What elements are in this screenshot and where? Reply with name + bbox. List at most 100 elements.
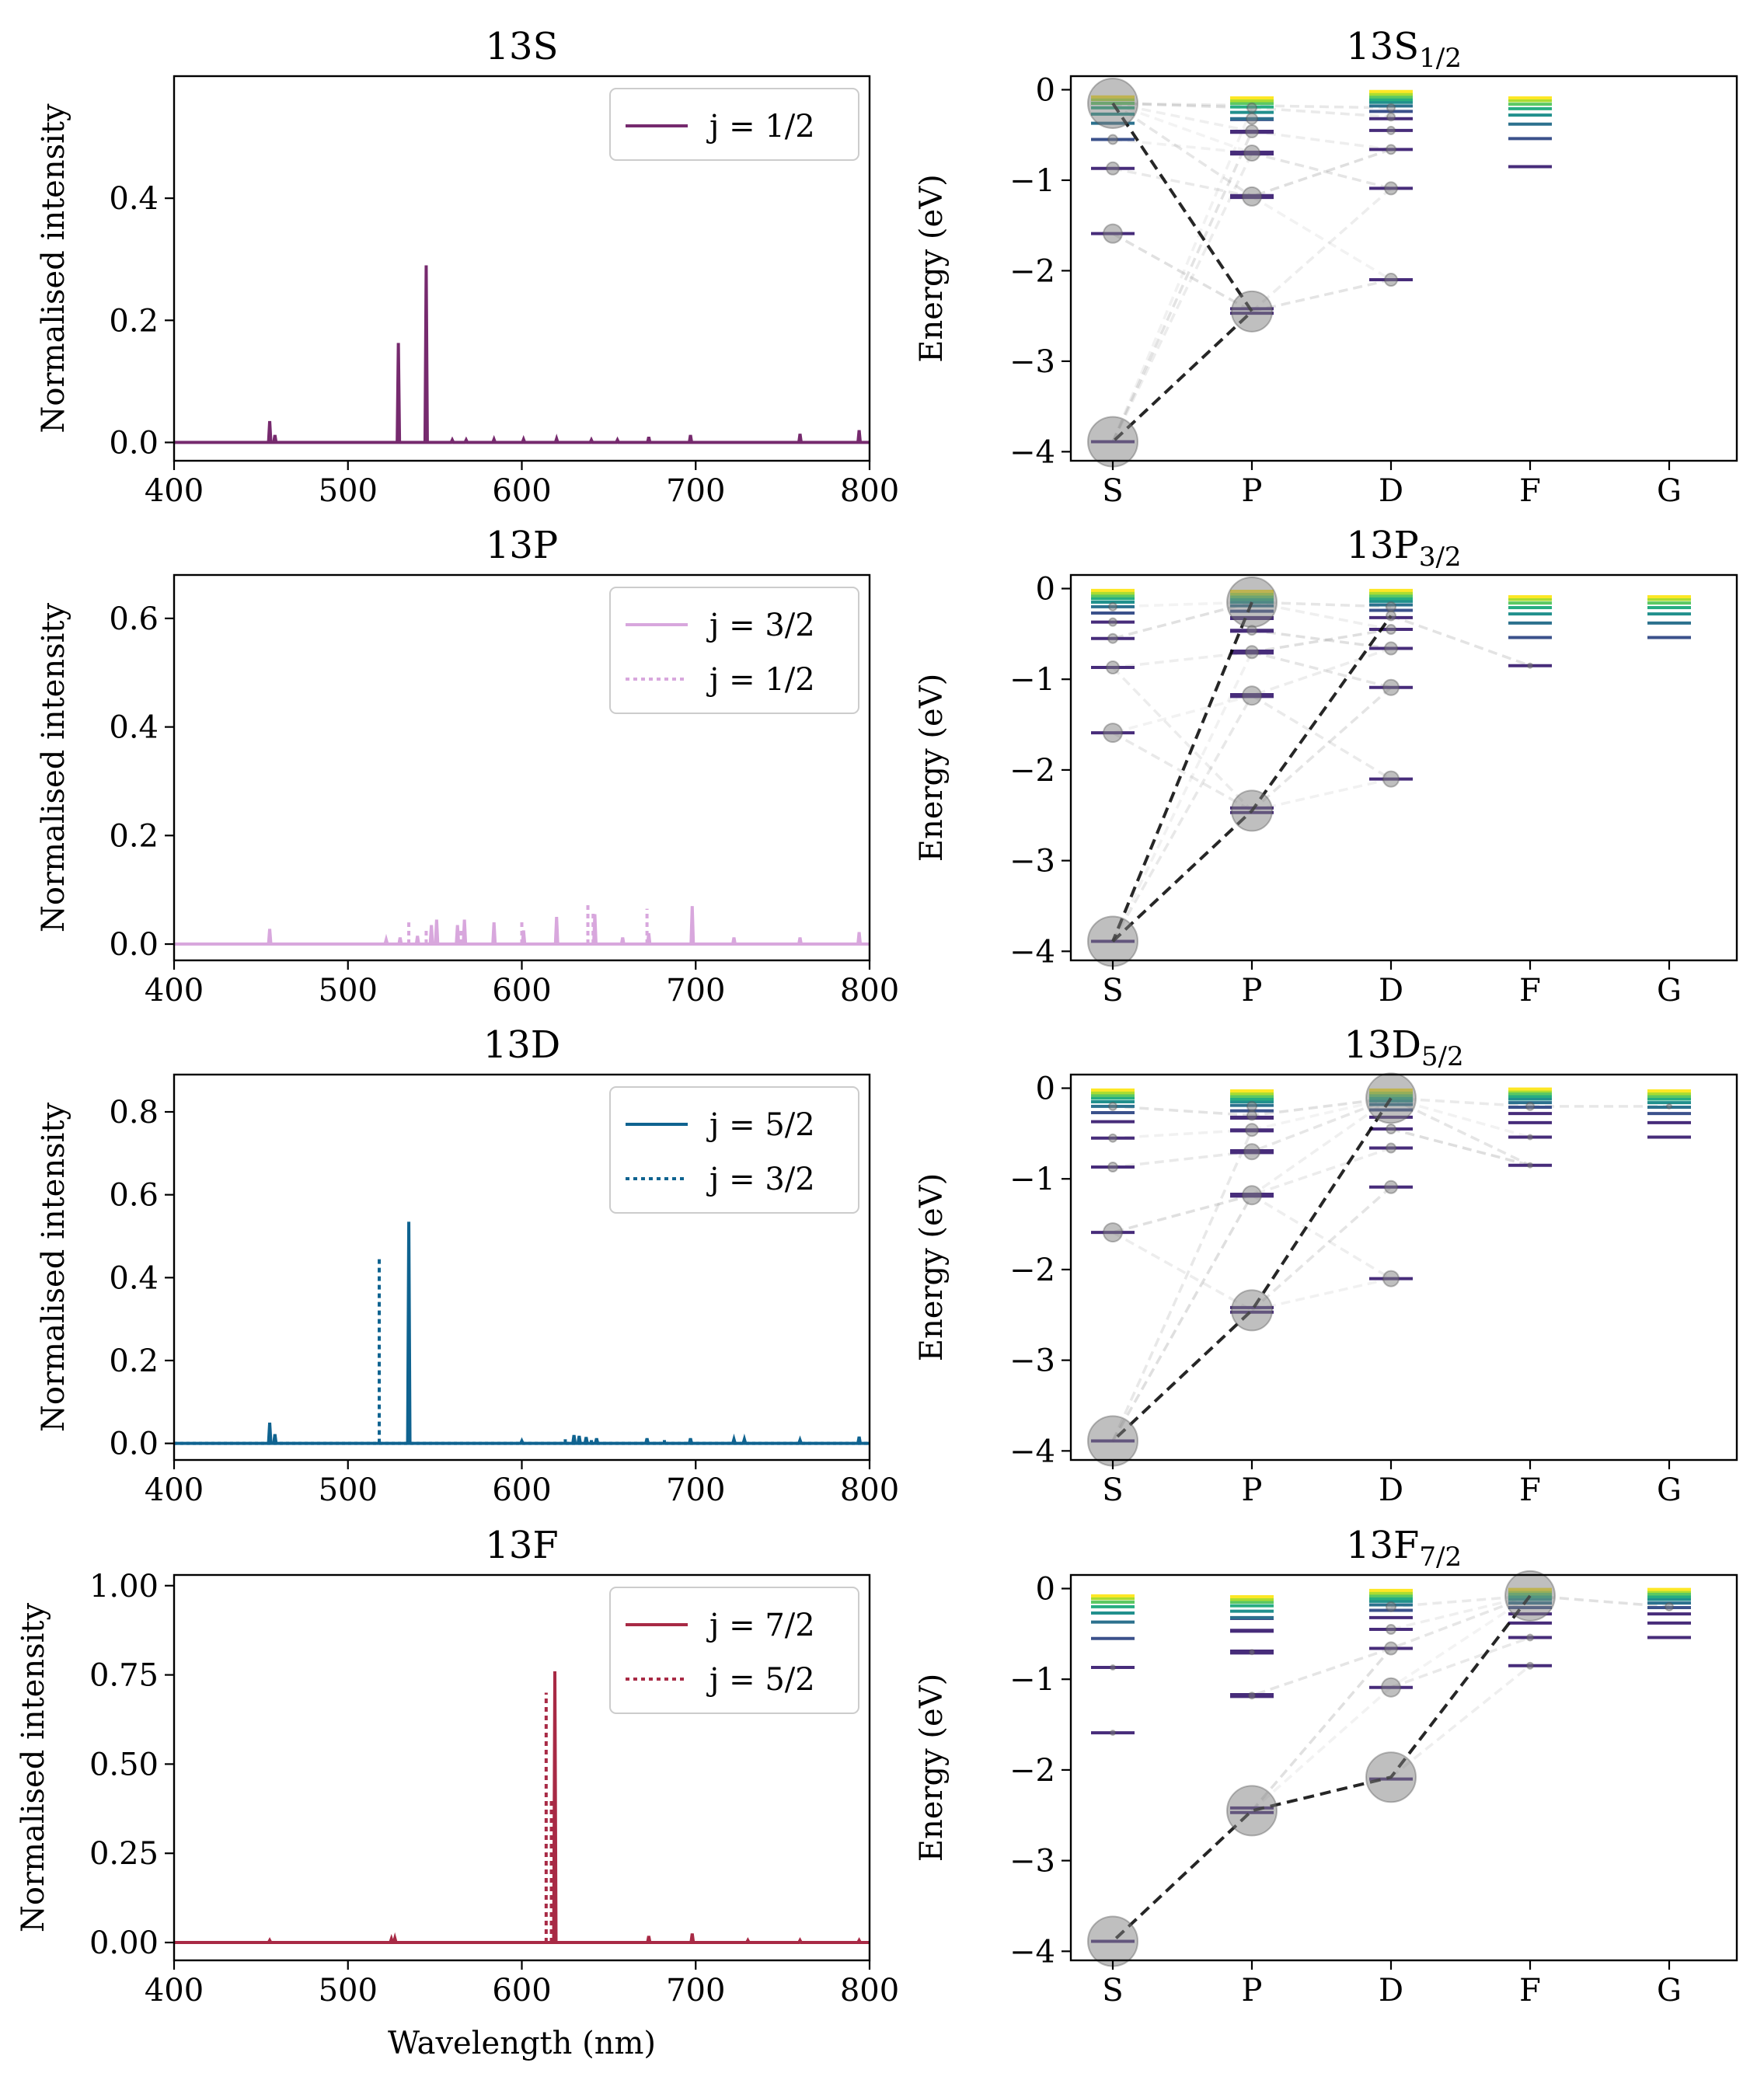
y-tick-label: 0.75 <box>89 1658 159 1694</box>
transition-faint <box>1112 1128 1253 1140</box>
population-circle <box>1246 625 1257 636</box>
transition-faint <box>1251 152 1392 190</box>
population-circle <box>1107 134 1118 145</box>
y-tick-label: 0 <box>1036 1572 1055 1608</box>
category-label: P <box>1242 973 1263 1009</box>
category-label: D <box>1379 973 1403 1009</box>
y-tick-label: −1 <box>1009 1162 1055 1197</box>
category-label: G <box>1657 473 1682 509</box>
population-circle <box>1526 1633 1534 1642</box>
y-tick-label: 0.2 <box>109 818 159 854</box>
population-circle <box>1087 77 1138 129</box>
x-tick-label: 400 <box>145 1973 204 2009</box>
transition-faint <box>1111 1194 1253 1442</box>
transition-faint <box>1250 1686 1393 1812</box>
legend-box <box>609 88 859 161</box>
transition-faint <box>1112 232 1253 313</box>
population-circle <box>1108 1133 1117 1143</box>
x-tick-label: 700 <box>666 473 725 509</box>
category-label: P <box>1242 1472 1263 1508</box>
transition-faint <box>1390 1096 1531 1167</box>
population-circle <box>1384 1641 1398 1656</box>
transition-faint <box>1251 195 1392 281</box>
transition-faint <box>1112 694 1253 734</box>
y-tick-label: 0.2 <box>109 303 159 339</box>
transition-faint <box>1111 152 1253 443</box>
population-circle <box>1365 1072 1417 1124</box>
panel-title: 13S <box>486 25 559 68</box>
spectrum-panel-13f: 400 500 600 700 800 0.00 0.25 0.50 0.75 1.00 13F No… <box>16 1524 899 2061</box>
y-tick-label: −2 <box>1009 753 1055 789</box>
transition-faint <box>1251 1096 1392 1153</box>
population-circle <box>1384 273 1398 287</box>
transition-faint <box>1112 1231 1253 1312</box>
population-circle <box>1665 1601 1674 1611</box>
transition-strong <box>1111 601 1253 942</box>
y-axis-label: Normalised intensity <box>36 103 71 434</box>
transition-faint <box>1250 1186 1393 1312</box>
series-line-0 <box>174 1221 870 1445</box>
y-tick-label: 0.0 <box>109 425 159 461</box>
category-label: S <box>1102 1472 1123 1508</box>
y-tick-label: 0.8 <box>109 1095 159 1131</box>
population-circle <box>1504 1570 1556 1622</box>
population-circle <box>1248 1692 1256 1700</box>
y-tick-label: −2 <box>1009 1253 1055 1288</box>
population-circle <box>1087 915 1138 967</box>
population-circle <box>1382 1270 1400 1287</box>
transition-faint <box>1251 628 1392 653</box>
y-tick-label: −3 <box>1009 344 1055 380</box>
category-label: D <box>1379 1973 1403 2009</box>
category-label: S <box>1102 1973 1123 2009</box>
population-circle <box>1386 1124 1396 1135</box>
y-tick-label: 0.4 <box>109 1260 159 1296</box>
x-tick-label: 600 <box>492 473 551 509</box>
population-circle <box>1386 144 1396 155</box>
population-circle <box>1386 601 1396 612</box>
legend-label: j = 5/2 <box>706 1107 815 1143</box>
title-main: 13D <box>1344 1023 1421 1067</box>
plot-frame <box>1069 75 1738 462</box>
population-circle <box>1527 1162 1533 1169</box>
transition-faint <box>1111 1129 1253 1442</box>
legend-box <box>609 1587 859 1714</box>
x-tick-label: 700 <box>666 1973 725 2009</box>
category-label: P <box>1242 1973 1263 2009</box>
transition-faint <box>1251 777 1392 813</box>
transition-faint <box>1251 1193 1392 1280</box>
transition-faint <box>1251 1146 1392 1197</box>
category-label: G <box>1657 973 1682 1009</box>
energy-diagram-13s: 0 −1 −2 −3 −4 S P D F G 13S1/2 Energy (eV) <box>914 25 1738 509</box>
population-circle <box>1108 1101 1117 1111</box>
x-tick-label: 400 <box>145 973 204 1009</box>
population-circle <box>1386 112 1396 122</box>
y-tick-label: 0.50 <box>89 1747 159 1782</box>
transition-faint <box>1251 694 1392 781</box>
y-tick-label: 0.25 <box>89 1836 159 1872</box>
population-circle <box>1527 1134 1533 1141</box>
population-circle <box>1386 1601 1396 1612</box>
title-subscript: 7/2 <box>1419 1542 1462 1573</box>
population-circle <box>1365 1751 1417 1803</box>
energy-diagram-13p: 0 −1 −2 −3 −4 S P D F G 13P3/2 Energy (eV) <box>914 524 1738 1009</box>
population-circle <box>1527 662 1533 669</box>
title-main: 13F <box>1346 1524 1419 1567</box>
population-circle <box>1226 1785 1278 1837</box>
panel-title: 13P3/2 <box>1346 524 1461 573</box>
x-tick-label: 800 <box>840 1973 899 2009</box>
x-tick-label: 700 <box>666 973 725 1009</box>
category-label: F <box>1519 1472 1541 1508</box>
transition-faint <box>1111 107 1253 443</box>
legend: j = 5/2 j = 3/2 <box>609 1086 859 1214</box>
series-line-0 <box>174 1671 870 1945</box>
energy-diagram-13d: 0 −1 −2 −3 −4 S P D F G 13D5/2 Energy (eV) <box>914 1023 1738 1508</box>
plot-frame <box>1069 573 1738 962</box>
title-subscript: 3/2 <box>1419 542 1462 573</box>
transition-strong <box>1111 102 1254 444</box>
population-circle <box>1245 124 1259 139</box>
y-tick-label: 1.00 <box>89 1569 159 1604</box>
x-tick-label: 600 <box>492 973 551 1009</box>
transition-faint <box>1251 148 1392 198</box>
population-circle <box>1249 1649 1255 1656</box>
